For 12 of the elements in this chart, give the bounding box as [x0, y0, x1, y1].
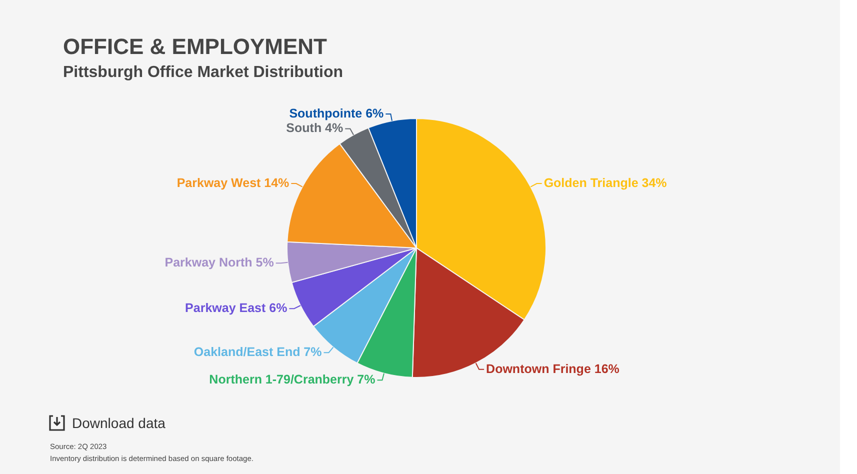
slice-label: Parkway East 6%	[185, 301, 288, 316]
slice-label: South 4%	[286, 121, 344, 136]
slice-label: Parkway North 5%	[164, 256, 274, 270]
chart-title: OFFICE & EMPLOYMENT	[63, 34, 327, 60]
slice-label: Southpointe 6%	[289, 106, 384, 120]
chart-subtitle: Pittsburgh Office Market Distribution	[63, 64, 344, 82]
slice-label: Parkway West 14%	[176, 176, 290, 190]
slice-label: Northern 1-79/Cranberry 7%	[209, 372, 376, 387]
slice-label: Golden Triangle 34%	[544, 176, 667, 190]
slice-label: Oakland/East End 7%	[194, 345, 322, 360]
text: Download data	[72, 415, 166, 431]
slice-label: Downtown Fringe 16%	[486, 362, 620, 376]
